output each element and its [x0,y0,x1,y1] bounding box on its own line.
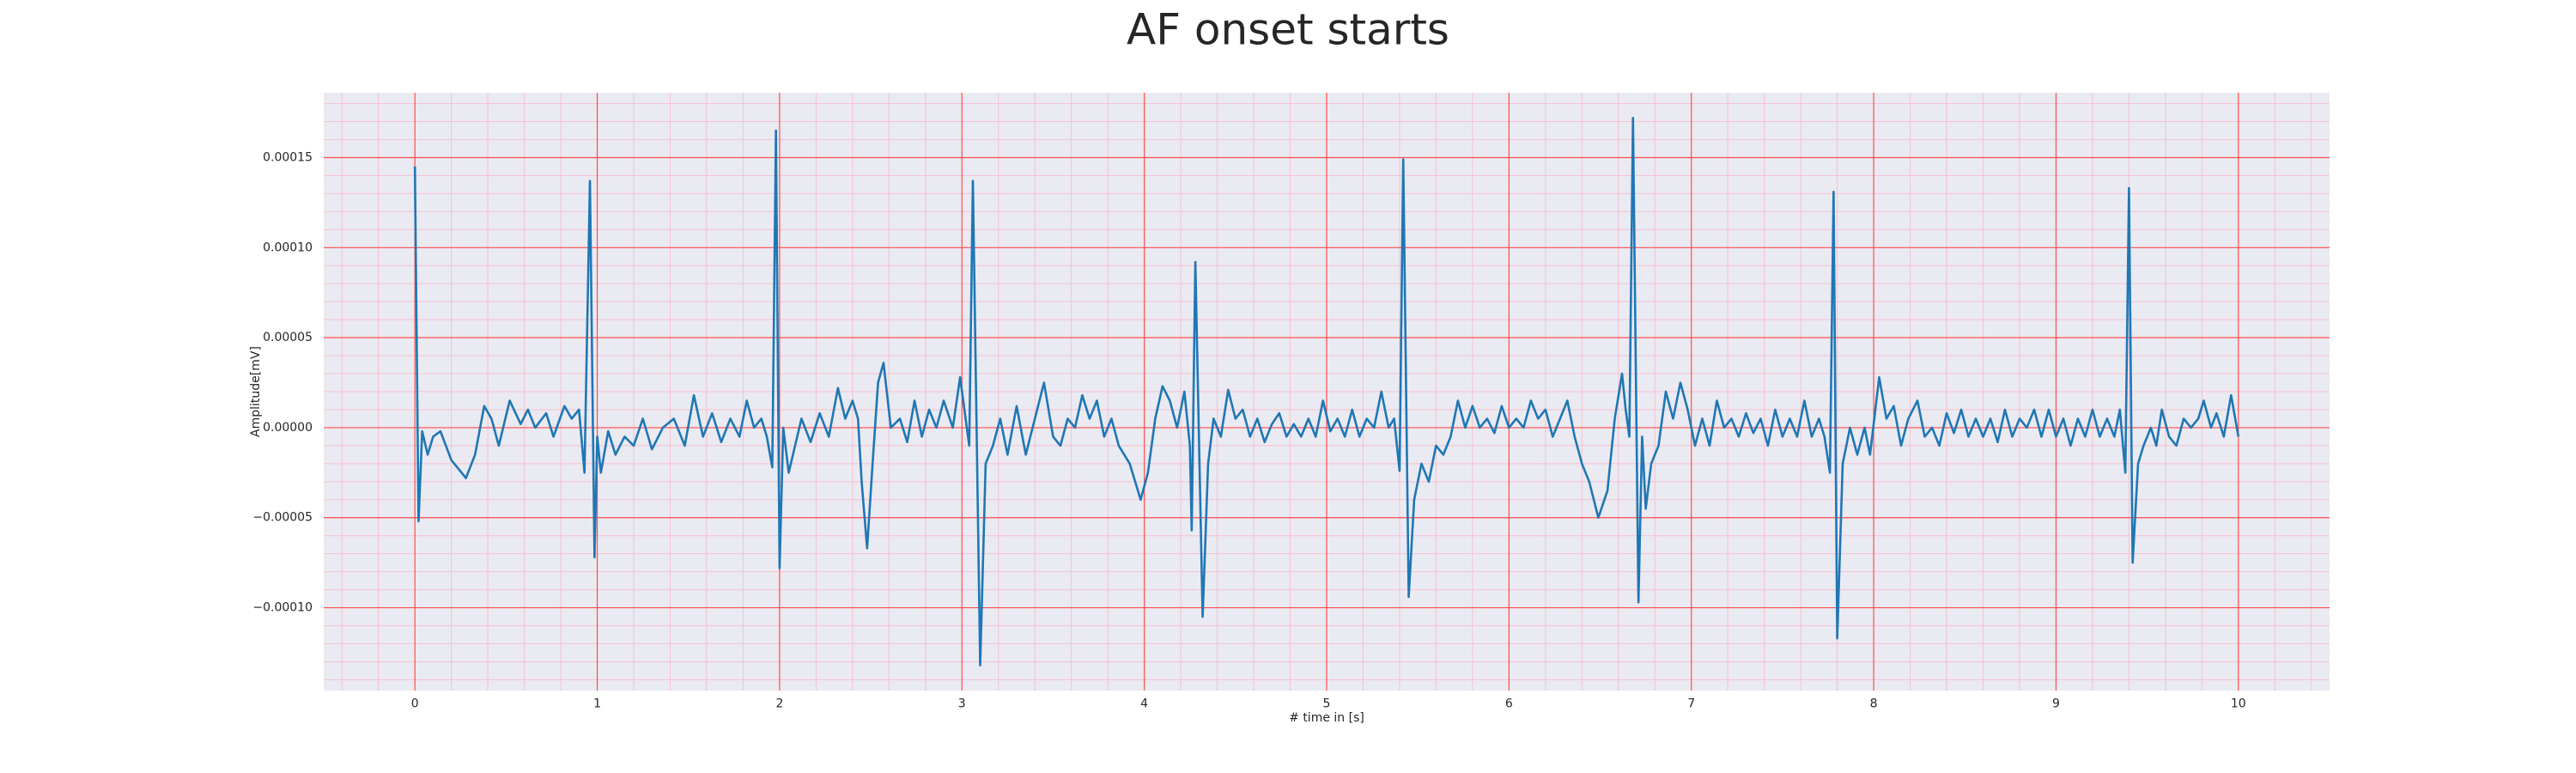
x-tick-label: 4 [1140,697,1148,711]
y-tick-label: −0.00005 [252,511,313,525]
tick-labels: 0 1 2 3 4 5 6 7 8 9 10 −0.00010 −0.00005 0.00000 0.000… [252,150,2245,710]
series [413,117,2240,666]
x-tick-label: 6 [1505,697,1513,711]
y-tick-label: 0.00000 [263,421,313,435]
x-tick-label: 8 [1870,697,1878,711]
y-tick-label: 0.00005 [263,331,313,344]
major-grid [324,93,2330,691]
y-tick-label: 0.00015 [263,150,313,164]
x-tick-label: 0 [411,697,419,711]
y-tick-label: −0.00010 [252,601,313,615]
x-tick-label: 9 [2052,697,2060,711]
x-tick-label: 2 [775,697,783,711]
x-axis-label: # time in [s] [1289,711,1364,725]
x-tick-label: 5 [1323,697,1331,711]
chart-title: AF onset starts [1127,5,1449,55]
ecg-line [413,117,2240,666]
x-tick-label: 10 [2231,697,2246,711]
y-tick-label: 0.00010 [263,240,313,254]
x-tick-label: 3 [958,697,966,711]
y-axis-label: Amplitude[mV] [249,346,263,437]
x-tick-label: 1 [593,697,601,711]
x-tick-label: 7 [1687,697,1695,711]
